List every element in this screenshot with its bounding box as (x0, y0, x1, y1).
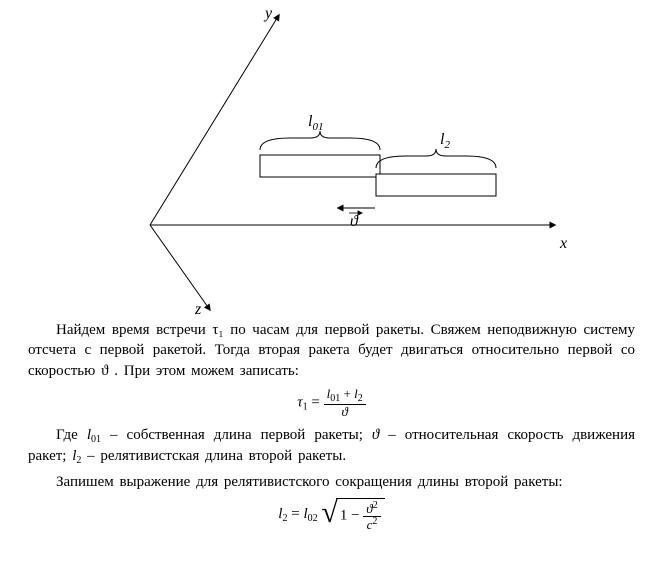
p2-l01-sub: 01 (91, 434, 101, 445)
l2-frac: ϑ2 c2 (363, 501, 380, 531)
label-velocity: ϑ (350, 213, 359, 230)
label-l2: l2 (440, 131, 450, 151)
formula-tau1: τ1 = l01 + l2 ϑ (28, 387, 635, 419)
z-axis (150, 225, 210, 310)
p2-a: Где (56, 427, 87, 443)
axis-label-x: x (559, 235, 567, 252)
figure-coordinate-diagram: l01 l2 ϑ x y z (0, 0, 663, 320)
l2-one: 1 (340, 508, 348, 524)
tau1-lhs-sub: 1 (303, 401, 308, 412)
brace-l2 (376, 149, 496, 168)
p2-d: – релятивистская длина второй ракеты. (81, 448, 346, 464)
axes-svg: l01 l2 ϑ x y z (0, 0, 663, 320)
tau1-plus: + (344, 386, 351, 401)
l2-num-sup: 2 (373, 500, 378, 511)
paragraph-3: Запишем выражение для релятивистского со… (28, 472, 635, 492)
l2-minus: − (351, 508, 359, 524)
axis-label-y: y (263, 5, 273, 22)
l2-rhs-sub: 02 (308, 513, 318, 524)
rocket-1-rect (260, 155, 380, 177)
tau1-eq: = (311, 394, 323, 410)
l2-den-sup: 2 (372, 516, 377, 527)
tau1-den: ϑ (341, 404, 347, 419)
l2-sqrt: √ 1 − ϑ2 c2 (321, 498, 384, 531)
l2-lhs-sub: 2 (282, 513, 287, 524)
paragraph-1: Найдем время встречи τ₁ по часам для пер… (28, 320, 635, 381)
tau1-fraction: l01 + l2 ϑ (324, 387, 366, 419)
axis-label-z: z (194, 301, 202, 318)
label-l01: l01 (308, 113, 323, 133)
l2-eq: = (291, 506, 303, 522)
y-axis (150, 15, 279, 225)
tau1-num-b-sub: 2 (358, 393, 363, 404)
formula-l2: l2 = l02 √ 1 − ϑ2 c2 (28, 498, 635, 531)
rocket-2-rect (376, 174, 496, 196)
brace-l01 (260, 131, 380, 150)
tau1-num-a-sub: 01 (330, 393, 340, 404)
p2-b: – собственная длина первой ракеты; (101, 427, 372, 443)
text-body: Найдем время встречи τ₁ по часам для пер… (0, 320, 663, 531)
paragraph-2: Где l01 – собственная длина первой ракет… (28, 425, 635, 468)
sqrt-body: 1 − ϑ2 c2 (336, 498, 385, 531)
